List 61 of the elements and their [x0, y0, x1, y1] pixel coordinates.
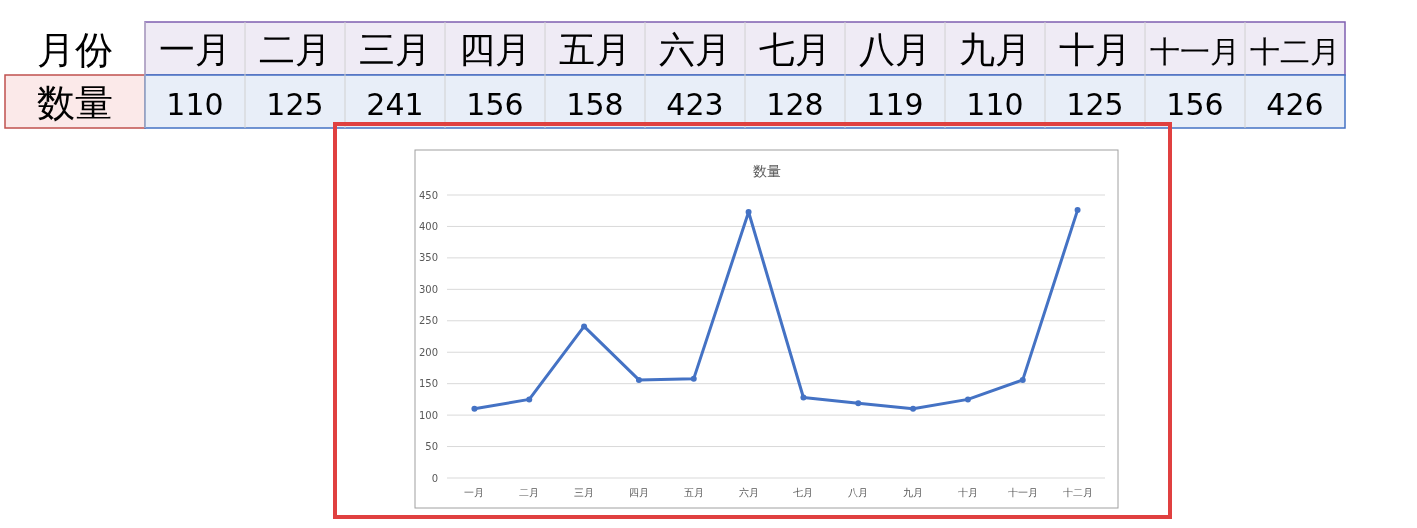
point	[800, 394, 807, 401]
point	[690, 375, 697, 382]
point	[745, 208, 752, 215]
y-tick-label: 250	[418, 315, 438, 327]
x-tick-label: 十一月	[1007, 487, 1038, 498]
text: 五月	[559, 28, 631, 70]
text: 158	[566, 86, 624, 122]
x-tick-label: 五月	[683, 487, 704, 498]
y-tick-label: 400	[418, 220, 438, 232]
text: 426	[1266, 86, 1324, 122]
text: 八月	[859, 28, 931, 70]
x-tick-label: 七月	[793, 487, 814, 498]
text: 119	[866, 86, 924, 122]
text: 423	[666, 86, 724, 122]
point	[1074, 207, 1081, 214]
text: 三月	[359, 28, 431, 70]
text: 六月	[659, 28, 731, 70]
chart-title: 数量	[752, 163, 781, 179]
point	[964, 396, 971, 403]
point	[526, 396, 533, 403]
text: 110	[166, 86, 224, 122]
text: 125	[266, 86, 324, 122]
text: 九月	[959, 28, 1031, 70]
x-tick-label: 九月	[903, 487, 924, 498]
text: 241	[366, 86, 424, 122]
y-tick-label: 200	[418, 346, 438, 358]
text: 七月	[759, 28, 831, 70]
y-tick-label: 450	[418, 189, 438, 201]
point	[471, 405, 478, 412]
y-tick-label: 300	[418, 283, 438, 295]
text: 156	[466, 86, 524, 122]
text: 128	[766, 86, 824, 122]
point	[635, 376, 642, 383]
point	[910, 405, 917, 412]
y-tick-label: 0	[431, 472, 438, 484]
text: 十二月	[1250, 33, 1340, 69]
y-tick-label: 150	[418, 378, 438, 390]
point	[581, 323, 588, 330]
x-tick-label: 三月	[574, 487, 595, 498]
x-tick-label: 十二月	[1062, 487, 1093, 498]
x-tick-label: 一月	[464, 487, 485, 498]
x-tick-label: 二月	[519, 487, 540, 498]
y-tick-label: 50	[425, 441, 438, 453]
text: 四月	[459, 28, 531, 70]
text: 二月	[259, 28, 331, 70]
text: 数量	[37, 80, 113, 125]
x-tick-label: 四月	[628, 487, 649, 498]
text: 125	[1066, 86, 1124, 122]
text: 156	[1166, 86, 1224, 122]
text: 十一月	[1150, 33, 1240, 69]
text: 月份	[37, 27, 113, 72]
y-tick-label: 100	[418, 409, 438, 421]
text: 十月	[1059, 28, 1131, 70]
y-tick-label: 350	[418, 252, 438, 264]
point	[1019, 376, 1026, 383]
text: 一月	[159, 28, 231, 70]
x-tick-label: 八月	[848, 487, 869, 498]
x-tick-label: 十月	[957, 487, 978, 498]
x-tick-label: 六月	[738, 487, 759, 498]
point	[855, 400, 862, 407]
text: 110	[966, 86, 1024, 122]
